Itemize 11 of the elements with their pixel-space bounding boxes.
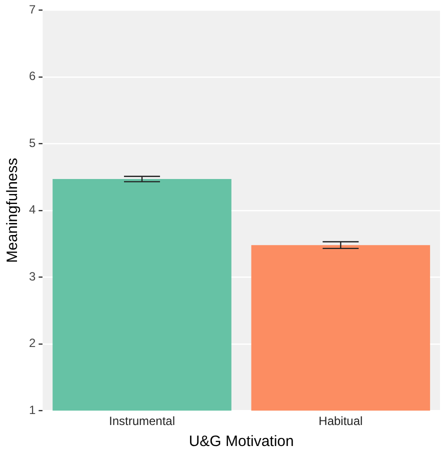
- x-tick-label: Habitual: [318, 414, 363, 428]
- y-tick-label: 7: [28, 2, 36, 17]
- y-tick-label: 6: [28, 69, 36, 84]
- y-axis-title: Meaningfulness: [4, 158, 22, 263]
- x-axis-title: U&G Motivation: [188, 433, 294, 450]
- x-tick-label: Instrumental: [108, 414, 176, 428]
- y-tick-label: 2: [28, 336, 36, 350]
- y-tick-label: 5: [28, 136, 36, 150]
- y-tick-label: 4: [28, 202, 36, 217]
- y-tick-label: 3: [28, 269, 36, 284]
- y-tick-label: 1: [28, 402, 36, 417]
